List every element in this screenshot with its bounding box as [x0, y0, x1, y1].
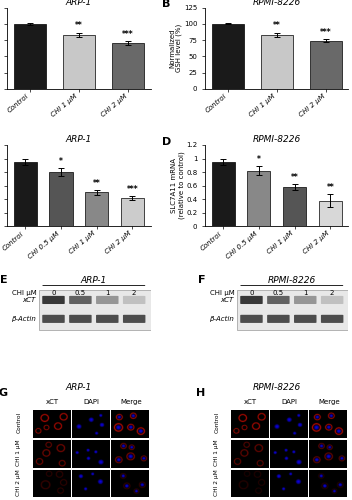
FancyBboxPatch shape: [123, 315, 145, 323]
Text: CHI 1 μM: CHI 1 μM: [16, 440, 21, 466]
Bar: [39, 290, 151, 330]
FancyBboxPatch shape: [42, 296, 65, 304]
Text: **: **: [75, 22, 83, 30]
FancyBboxPatch shape: [69, 296, 92, 304]
Bar: [14, 24, 45, 89]
Bar: [121, 198, 144, 226]
Text: Merge: Merge: [318, 399, 340, 405]
FancyBboxPatch shape: [96, 296, 119, 304]
Text: Control: Control: [214, 412, 219, 434]
Text: **: **: [291, 173, 298, 182]
Text: ARP-1: ARP-1: [81, 276, 107, 285]
FancyBboxPatch shape: [321, 296, 344, 304]
Text: G: G: [0, 388, 7, 398]
Text: ***: ***: [122, 30, 134, 40]
Bar: [63, 35, 95, 89]
Bar: [212, 162, 235, 226]
Text: RPMI-8226: RPMI-8226: [268, 276, 316, 285]
FancyBboxPatch shape: [267, 296, 290, 304]
Text: *: *: [59, 157, 63, 166]
Text: CHI μM: CHI μM: [12, 290, 37, 296]
Text: 2: 2: [330, 290, 334, 296]
FancyBboxPatch shape: [240, 296, 263, 304]
Text: xCT: xCT: [220, 297, 234, 303]
Title: ARP-1: ARP-1: [65, 0, 92, 6]
Text: 0: 0: [249, 290, 254, 296]
Text: xCT: xCT: [244, 399, 257, 405]
Bar: [319, 200, 342, 226]
Text: 0.5: 0.5: [75, 290, 86, 296]
Bar: [14, 162, 37, 226]
Text: ***: ***: [127, 184, 138, 194]
FancyBboxPatch shape: [267, 315, 290, 323]
FancyBboxPatch shape: [42, 315, 65, 323]
Bar: [85, 192, 108, 226]
Text: B: B: [162, 0, 170, 10]
FancyBboxPatch shape: [321, 315, 344, 323]
Bar: [247, 170, 270, 226]
Text: 1: 1: [303, 290, 308, 296]
Text: CHI 1 μM: CHI 1 μM: [214, 440, 219, 466]
Text: H: H: [196, 388, 206, 398]
Text: **: **: [326, 182, 334, 192]
Bar: [49, 172, 73, 226]
Text: ARP-1: ARP-1: [65, 383, 92, 392]
Text: *: *: [257, 155, 261, 164]
Text: **: **: [93, 178, 101, 188]
Bar: [310, 40, 342, 89]
Text: CHI 2 μM: CHI 2 μM: [16, 469, 21, 496]
Text: ***: ***: [320, 28, 332, 37]
Text: **: **: [273, 22, 281, 30]
Text: RPMI-8226: RPMI-8226: [253, 383, 301, 392]
Text: 0.5: 0.5: [273, 290, 284, 296]
Text: β-Actin: β-Actin: [209, 316, 234, 322]
Title: RPMI-8226: RPMI-8226: [253, 135, 301, 144]
Y-axis label: SLC7A11 mRNA
(relative to control): SLC7A11 mRNA (relative to control): [171, 152, 185, 220]
Text: DAPI: DAPI: [84, 399, 100, 405]
Bar: [112, 44, 144, 89]
FancyBboxPatch shape: [294, 296, 316, 304]
Text: xCT: xCT: [23, 297, 36, 303]
Bar: [261, 35, 293, 89]
Text: F: F: [198, 276, 205, 285]
Text: Control: Control: [16, 412, 21, 434]
Bar: [212, 24, 244, 89]
Text: DAPI: DAPI: [282, 399, 298, 405]
Y-axis label: Normalized
GSH level (%): Normalized GSH level (%): [169, 24, 182, 72]
FancyBboxPatch shape: [123, 296, 145, 304]
Text: E: E: [0, 276, 7, 285]
Bar: [237, 290, 348, 330]
Text: CHI 2 μM: CHI 2 μM: [214, 469, 219, 496]
Text: 0: 0: [51, 290, 56, 296]
Bar: [283, 187, 306, 226]
FancyBboxPatch shape: [294, 315, 316, 323]
FancyBboxPatch shape: [69, 315, 92, 323]
Text: 1: 1: [105, 290, 109, 296]
Text: β-Actin: β-Actin: [11, 316, 36, 322]
Text: D: D: [162, 137, 171, 147]
Title: RPMI-8226: RPMI-8226: [253, 0, 301, 6]
FancyBboxPatch shape: [96, 315, 119, 323]
Text: xCT: xCT: [46, 399, 59, 405]
FancyBboxPatch shape: [240, 315, 263, 323]
Text: CHI μM: CHI μM: [210, 290, 235, 296]
Text: Merge: Merge: [120, 399, 142, 405]
Text: 2: 2: [132, 290, 136, 296]
Title: ARP-1: ARP-1: [65, 135, 92, 144]
